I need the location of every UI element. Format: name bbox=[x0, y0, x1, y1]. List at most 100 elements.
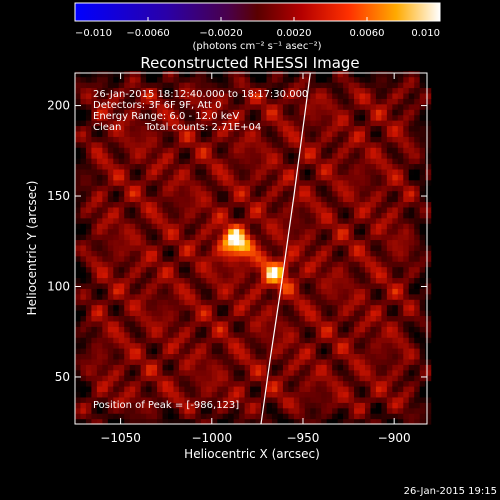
heatmap-cell bbox=[233, 369, 240, 376]
heatmap-cell bbox=[419, 174, 426, 181]
heatmap-cell bbox=[266, 87, 273, 94]
heatmap-cell bbox=[310, 125, 317, 132]
heatmap-cell bbox=[118, 353, 125, 360]
heatmap-cell bbox=[359, 141, 366, 148]
heatmap-cell bbox=[288, 315, 295, 322]
heatmap-cell bbox=[348, 168, 355, 175]
heatmap-cell bbox=[392, 386, 399, 393]
heatmap-cell bbox=[162, 337, 169, 344]
heatmap-cell bbox=[277, 310, 284, 317]
heatmap-cell bbox=[282, 386, 289, 393]
heatmap-cell bbox=[332, 391, 339, 398]
heatmap-cell bbox=[222, 261, 229, 268]
heatmap-cell bbox=[157, 125, 164, 132]
heatmap-cell bbox=[261, 244, 268, 251]
heatmap-cell bbox=[419, 76, 426, 83]
heatmap-cell bbox=[408, 141, 415, 148]
heatmap-cell bbox=[135, 418, 142, 425]
heatmap-cell bbox=[157, 413, 164, 420]
heatmap-cell bbox=[107, 255, 114, 262]
heatmap-cell bbox=[113, 228, 120, 235]
heatmap-cell bbox=[107, 158, 114, 165]
heatmap-cell bbox=[261, 391, 268, 398]
heatmap-cell bbox=[315, 190, 322, 197]
heatmap-cell bbox=[200, 82, 207, 89]
heatmap-cell bbox=[315, 223, 322, 230]
heatmap-cell bbox=[271, 331, 279, 338]
heatmap-cell bbox=[299, 152, 306, 159]
heatmap-cell bbox=[250, 299, 257, 306]
heatmap-cell bbox=[370, 386, 377, 393]
heatmap-cell bbox=[326, 293, 333, 300]
heatmap-cell bbox=[124, 277, 131, 284]
heatmap-cell bbox=[304, 358, 311, 365]
heatmap-cell bbox=[381, 386, 388, 393]
heatmap-cell bbox=[222, 76, 229, 83]
colorbar-tick-label: −0.0020 bbox=[199, 28, 242, 39]
heatmap-cell bbox=[354, 375, 361, 382]
heatmap-cell bbox=[359, 147, 366, 154]
heatmap-cell bbox=[135, 217, 142, 224]
heatmap-cell bbox=[184, 234, 191, 241]
heatmap-cell bbox=[288, 320, 295, 327]
heatmap-cell bbox=[217, 239, 224, 246]
heatmap-cell bbox=[315, 282, 322, 289]
heatmap-cell bbox=[184, 228, 191, 235]
heatmap-cell bbox=[200, 92, 207, 99]
heatmap-cell bbox=[343, 163, 350, 170]
heatmap-cell bbox=[326, 288, 333, 295]
heatmap-cell bbox=[277, 337, 284, 344]
heatmap-cell bbox=[129, 288, 136, 295]
heatmap-cell bbox=[397, 342, 404, 349]
heatmap-cell bbox=[370, 364, 377, 371]
heatmap-cell bbox=[277, 136, 284, 143]
heatmap-cell bbox=[261, 407, 268, 414]
heatmap-cell bbox=[168, 168, 175, 175]
heatmap-cell bbox=[244, 114, 251, 121]
heatmap-cell bbox=[337, 391, 344, 398]
heatmap-cell bbox=[140, 391, 147, 398]
heatmap-cell bbox=[233, 76, 240, 83]
heatmap-cell bbox=[337, 103, 344, 110]
heatmap-cell bbox=[178, 234, 186, 241]
heatmap-cell bbox=[271, 136, 279, 143]
heatmap-cell bbox=[386, 109, 393, 116]
heatmap-cell bbox=[419, 315, 426, 322]
heatmap-cell bbox=[370, 277, 377, 284]
heatmap-cell bbox=[282, 337, 289, 344]
heatmap-cell bbox=[222, 337, 229, 344]
heatmap-cell bbox=[124, 185, 131, 192]
heatmap-cell bbox=[173, 212, 180, 219]
heatmap-cell bbox=[239, 136, 246, 143]
heatmap-cell bbox=[326, 337, 333, 344]
heatmap-cell bbox=[157, 130, 164, 137]
heatmap-cell bbox=[282, 304, 289, 311]
heatmap-cell bbox=[211, 272, 218, 279]
heatmap-cell bbox=[375, 174, 382, 181]
heatmap-cell bbox=[75, 120, 82, 127]
heatmap-cell bbox=[222, 201, 229, 208]
heatmap-cell bbox=[162, 396, 169, 403]
heatmap-cell bbox=[75, 320, 82, 327]
heatmap-cell bbox=[200, 272, 207, 279]
heatmap-cell bbox=[348, 206, 355, 213]
heatmap-cell bbox=[321, 174, 328, 181]
heatmap-cell bbox=[414, 250, 421, 257]
heatmap-cell bbox=[381, 402, 388, 409]
heatmap-cell bbox=[288, 348, 295, 355]
heatmap-cell bbox=[271, 87, 279, 94]
heatmap-cell bbox=[332, 375, 339, 382]
heatmap-cell bbox=[178, 114, 186, 121]
heatmap-cell bbox=[157, 217, 164, 224]
heatmap-cell bbox=[392, 391, 399, 398]
heatmap-cell bbox=[200, 348, 207, 355]
heatmap-cell bbox=[217, 342, 224, 349]
heatmap-cell bbox=[80, 337, 87, 344]
heatmap-cell bbox=[200, 71, 207, 78]
heatmap-cell bbox=[403, 125, 410, 132]
heatmap-cell bbox=[228, 92, 235, 99]
heatmap-cell bbox=[75, 239, 82, 246]
heatmap-cell bbox=[392, 380, 399, 387]
heatmap-cell bbox=[200, 413, 207, 420]
heatmap-cell bbox=[304, 396, 311, 403]
